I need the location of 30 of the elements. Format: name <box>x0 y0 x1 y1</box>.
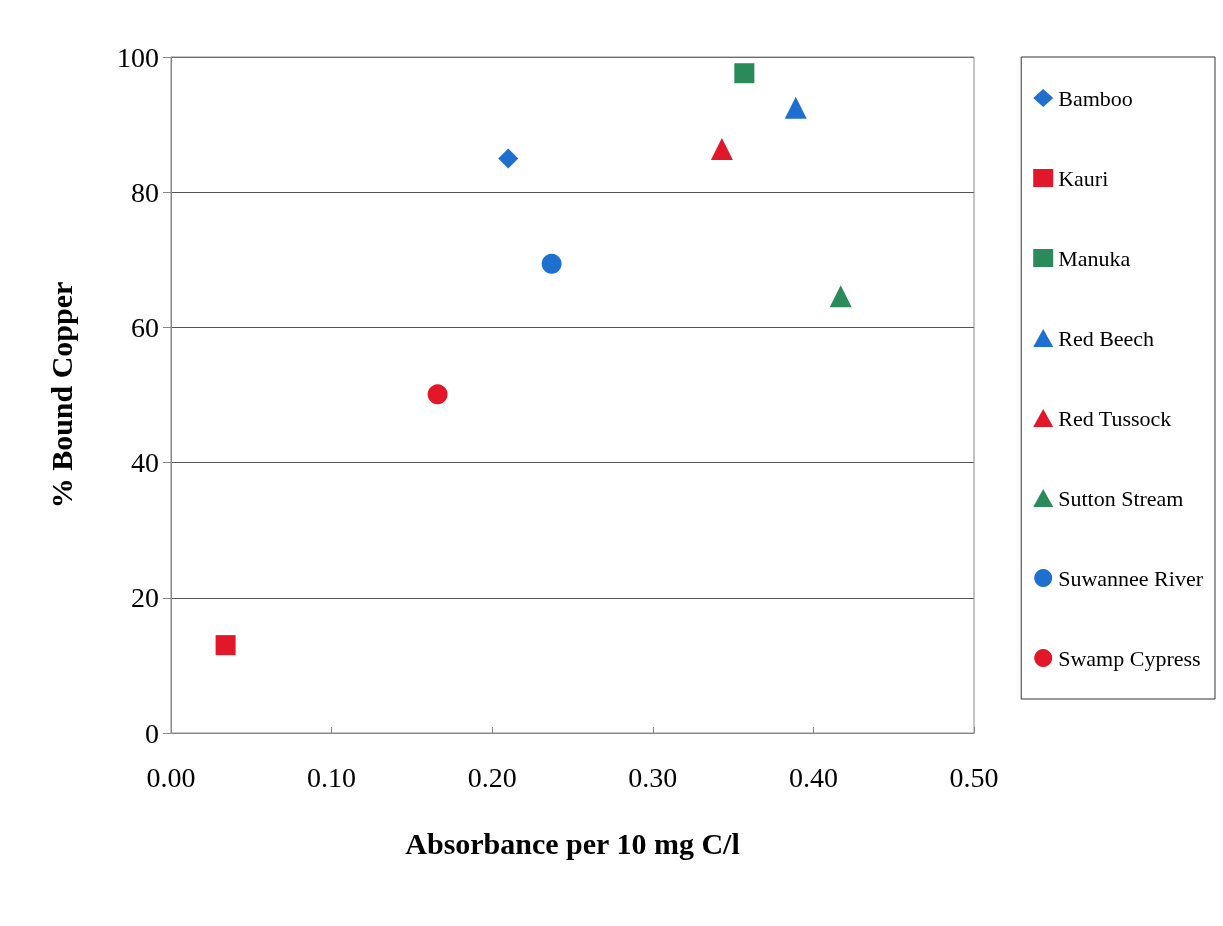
legend-label: Manuka <box>1058 245 1131 271</box>
x-tick-label: 0.20 <box>467 761 517 793</box>
y-tick-label: 40 <box>131 447 159 479</box>
y-tick-label: 0 <box>145 717 159 749</box>
y-tick-label: 20 <box>131 582 159 614</box>
x-tick-label: 0.10 <box>307 761 357 793</box>
point <box>498 148 519 169</box>
point <box>829 285 852 308</box>
x-tick-label: 0.00 <box>146 761 196 793</box>
y-axis-title: % Bound Copper <box>44 281 78 509</box>
point <box>734 63 755 84</box>
legend-label: Bamboo <box>1058 85 1133 111</box>
point <box>710 137 733 160</box>
point <box>541 253 562 274</box>
legend-label: Red Tussock <box>1058 405 1172 431</box>
x-tick-label: 0.40 <box>788 761 838 793</box>
legend-label: Suwannee River <box>1058 565 1204 591</box>
legend-label: Red Beech <box>1058 325 1155 351</box>
y-tick-label: 60 <box>131 311 159 343</box>
y-tick-label: 100 <box>117 41 159 73</box>
point <box>784 96 807 119</box>
y-tick-label: 80 <box>131 176 159 208</box>
legend-label: Sutton Stream <box>1058 485 1184 511</box>
point <box>427 384 448 405</box>
x-axis-title: Absorbance per 10 mg C/l <box>405 826 740 860</box>
point <box>215 635 236 656</box>
legend-label: Swamp Cypress <box>1058 645 1201 671</box>
x-tick-label: 0.50 <box>949 761 999 793</box>
legend-label: Kauri <box>1058 165 1109 191</box>
x-tick-label: 0.30 <box>628 761 678 793</box>
